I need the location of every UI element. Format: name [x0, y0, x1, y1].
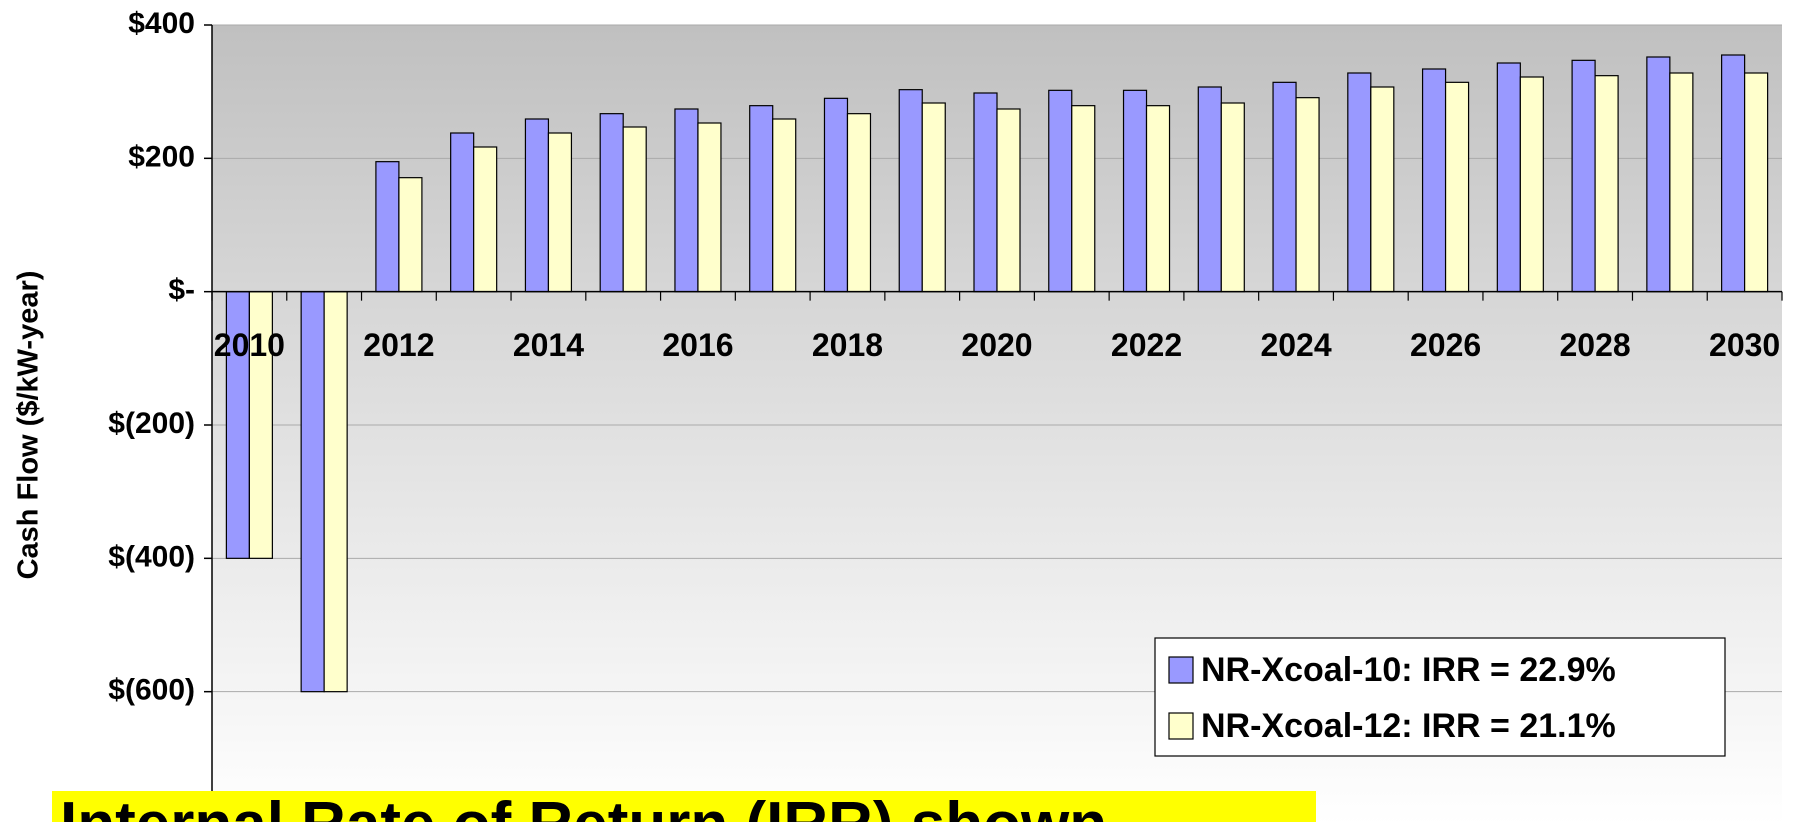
x-tick-label: 2028: [1560, 327, 1631, 363]
bar: [1295, 97, 1320, 293]
bar: [1347, 72, 1372, 293]
bar: [547, 132, 573, 293]
bar: [996, 108, 1021, 293]
bar: [1444, 81, 1470, 293]
bar: [1669, 72, 1694, 293]
x-tick-label: 2018: [812, 327, 883, 363]
bar: [697, 122, 722, 293]
bar: [622, 126, 647, 293]
bar: [846, 113, 872, 293]
bar: [599, 113, 624, 293]
bar: [1145, 105, 1171, 293]
bar: [1071, 105, 1096, 293]
bar: [1048, 89, 1073, 293]
legend: [1154, 637, 1726, 757]
y-tick-label: $200: [128, 140, 195, 173]
bar: [1519, 76, 1544, 293]
bar: [1122, 89, 1148, 293]
bar: [898, 89, 923, 293]
bar: [1496, 62, 1521, 293]
y-axis-label: Cash Flow ($/kW-year): [13, 271, 45, 580]
legend-label: NR-Xcoal-12: IRR = 21.1%: [1201, 707, 1616, 745]
bar: [524, 118, 550, 293]
x-tick-label: 2024: [1260, 327, 1331, 363]
bar: [450, 132, 475, 293]
y-tick-label: $(200): [108, 407, 195, 440]
bar: [1421, 68, 1447, 293]
bar: [398, 177, 423, 293]
legend-label: NR-Xcoal-10: IRR = 22.9%: [1201, 651, 1616, 689]
bar: [1744, 72, 1769, 293]
bar: [1220, 102, 1245, 293]
legend-swatch: [1168, 712, 1194, 740]
bar: [1197, 86, 1222, 293]
bar: [323, 291, 348, 693]
x-tick-label: 2026: [1410, 327, 1481, 363]
bar: [375, 161, 400, 293]
y-tick-label: $400: [128, 7, 195, 40]
y-tick-label: $(400): [108, 540, 195, 573]
bar: [823, 97, 849, 293]
bar: [772, 118, 797, 293]
y-tick-label: $-: [168, 274, 195, 307]
bar: [1272, 81, 1297, 293]
bar: [1594, 75, 1619, 293]
x-tick-label: 2020: [961, 327, 1032, 363]
bar: [921, 102, 946, 293]
x-tick-label: 2010: [214, 327, 285, 363]
x-tick-label: 2012: [363, 327, 434, 363]
bar: [1571, 59, 1596, 293]
x-tick-label: 2014: [513, 327, 584, 363]
bar: [473, 146, 498, 293]
bar: [300, 291, 325, 693]
annotation-box: [52, 791, 1316, 822]
bar: [1370, 86, 1395, 293]
x-tick-label: 2022: [1111, 327, 1182, 363]
annotation: Internal Rate of Return (IRR) shown: [60, 790, 1107, 822]
legend-swatch: [1168, 656, 1194, 684]
y-tick-label: $(600): [108, 674, 195, 707]
x-tick-label: 2016: [662, 327, 733, 363]
bar: [1646, 56, 1671, 293]
bar: [1721, 54, 1746, 293]
bar: [749, 105, 774, 293]
bar: [973, 92, 998, 293]
x-tick-label: 2030: [1709, 327, 1780, 363]
bar: [674, 108, 699, 293]
